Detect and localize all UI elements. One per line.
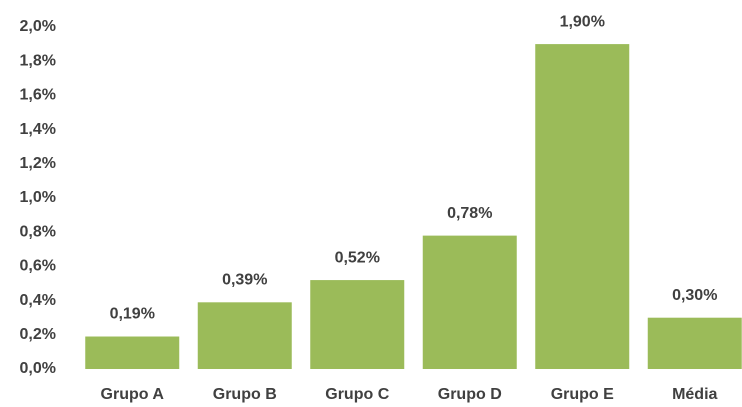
y-tick-label: 1,2%	[20, 155, 56, 172]
value-label: 0,52%	[335, 249, 380, 266]
y-tick-label: 2,0%	[20, 18, 56, 35]
x-tick-label: Grupo E	[551, 386, 614, 403]
value-label: 0,39%	[222, 272, 267, 289]
x-tick-label: Grupo C	[325, 386, 389, 403]
bar	[310, 280, 405, 369]
y-tick-label: 1,6%	[20, 87, 56, 104]
bar	[535, 44, 630, 369]
y-tick-label: 0,6%	[20, 258, 56, 275]
y-tick-label: 0,8%	[20, 223, 56, 240]
bar	[85, 336, 180, 369]
value-label: 0,78%	[447, 205, 492, 222]
x-tick-label: Grupo A	[101, 386, 165, 403]
bar	[197, 302, 292, 369]
y-tick-label: 0,0%	[20, 360, 56, 377]
value-label: 0,30%	[672, 287, 717, 304]
y-tick-label: 1,8%	[20, 52, 56, 69]
bar	[422, 235, 517, 369]
y-tick-label: 0,2%	[20, 326, 56, 343]
bar	[647, 317, 742, 369]
y-tick-label: 0,4%	[20, 292, 56, 309]
value-label: 0,19%	[110, 306, 155, 323]
y-tick-label: 1,4%	[20, 121, 56, 138]
x-tick-label: Média	[672, 386, 717, 403]
x-tick-label: Grupo D	[438, 386, 502, 403]
value-label: 1,90%	[560, 13, 605, 30]
y-tick-label: 1,0%	[20, 189, 56, 206]
x-tick-label: Grupo B	[213, 386, 277, 403]
